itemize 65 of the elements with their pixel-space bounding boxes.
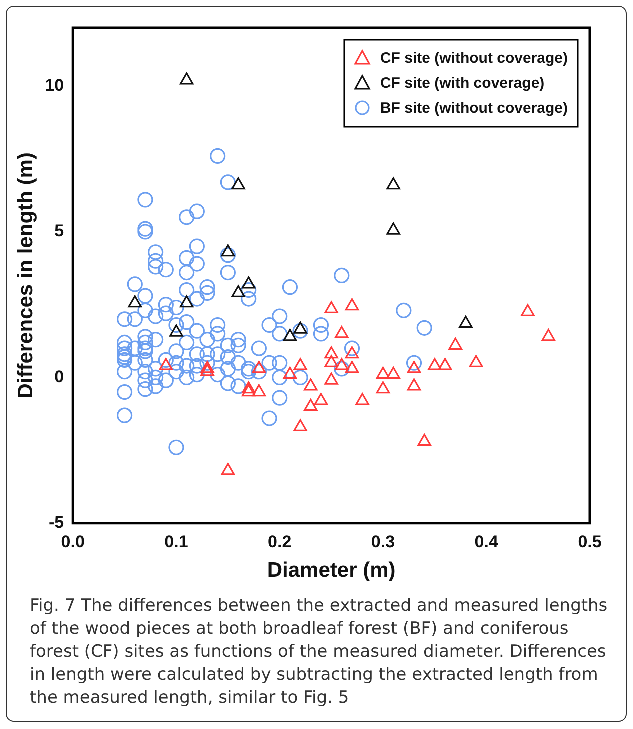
point: [252, 384, 266, 397]
point: [242, 384, 256, 397]
point: [170, 324, 184, 337]
legend-label: CF site (without coverage): [380, 50, 568, 68]
point: [304, 399, 318, 412]
point: [252, 361, 266, 374]
point: [407, 378, 422, 391]
point: [314, 393, 328, 406]
point: [242, 276, 256, 289]
point: [283, 366, 298, 380]
point: [128, 296, 142, 308]
y-axis-title: Differences in length (m): [14, 152, 38, 399]
point: [283, 329, 298, 342]
point: [335, 358, 349, 370]
point: [521, 304, 535, 316]
point: [407, 361, 422, 374]
point: [324, 301, 338, 314]
x-tick-label: 0.1: [164, 532, 188, 552]
point: [459, 316, 473, 328]
legend-label: CF site (with coverage): [380, 75, 545, 92]
point: [221, 244, 236, 257]
point: [304, 378, 318, 391]
x-tick-label: 0.5: [578, 532, 602, 552]
point: [418, 434, 432, 446]
legend-label: BF site (without coverage): [380, 100, 568, 118]
point: [294, 419, 308, 432]
point: [542, 329, 556, 342]
point: [324, 372, 338, 385]
point: [376, 382, 390, 394]
point: [242, 382, 256, 394]
point: [438, 358, 452, 370]
x-tick-label: 0.3: [371, 532, 396, 552]
point: [200, 361, 214, 374]
point: [232, 178, 246, 190]
point: [324, 355, 338, 368]
point: [386, 178, 400, 190]
point: [345, 361, 360, 374]
point: [448, 338, 462, 350]
point: [294, 358, 308, 370]
y-tick-label: 0: [54, 367, 64, 386]
point: [159, 358, 174, 370]
point: [335, 326, 349, 338]
point: [221, 463, 236, 476]
x-axis-title: Diameter (m): [267, 559, 396, 582]
x-tick-label: 0.4: [474, 532, 499, 552]
point: [294, 322, 308, 334]
point: [428, 358, 442, 370]
point: [345, 298, 360, 311]
point: [376, 366, 390, 380]
x-tick-label: 0.0: [61, 532, 85, 552]
point: [469, 355, 484, 368]
point: [386, 222, 400, 235]
point: [232, 285, 246, 298]
x-tick-label: 0.2: [268, 532, 292, 552]
point: [200, 364, 214, 376]
point: [356, 393, 370, 406]
caption: Fig. 7 The differences between the extracted and measured lengths of the wood pieces at both broadleaf forest (BF) and coniferous forest (CF) sites as functions of the measured diameter. Differences in length were calculated by subtracting the extracted length from the measured length, similar to Fig. 5: [30, 595, 609, 710]
y-tick-label: 10: [45, 76, 64, 95]
point: [386, 366, 400, 380]
y-tick-label: -5: [48, 513, 64, 532]
y-tick-label: 5: [54, 222, 64, 241]
point: [345, 346, 360, 359]
point: [324, 346, 338, 359]
point: [180, 296, 194, 308]
point: [180, 72, 194, 85]
